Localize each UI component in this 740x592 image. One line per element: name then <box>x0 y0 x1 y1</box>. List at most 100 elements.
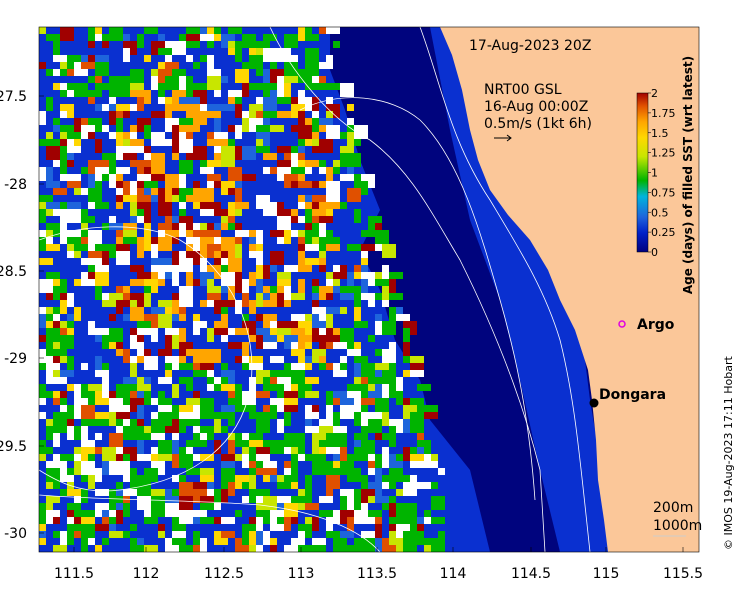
data-pixel <box>361 188 368 195</box>
data-pixel <box>361 265 368 272</box>
data-pixel <box>193 482 207 489</box>
data-pixel <box>137 237 144 251</box>
data-pixel <box>39 398 46 405</box>
data-pixel <box>263 335 277 342</box>
data-pixel <box>158 202 172 216</box>
data-pixel <box>319 181 326 188</box>
data-pixel <box>298 454 305 461</box>
data-pixel <box>179 496 193 510</box>
data-pixel <box>354 209 361 223</box>
data-pixel <box>151 27 158 34</box>
x-tick-label: 112 <box>133 566 160 582</box>
data-pixel <box>88 97 95 104</box>
data-pixel <box>389 279 396 293</box>
data-pixel <box>172 356 179 363</box>
data-pixel <box>67 160 74 167</box>
data-pixel <box>298 153 305 160</box>
data-pixel <box>60 160 67 174</box>
data-pixel <box>137 440 144 454</box>
dongara-label: Dongara <box>599 387 666 403</box>
data-pixel <box>375 482 382 496</box>
data-pixel <box>305 167 312 174</box>
data-pixel <box>158 188 165 202</box>
data-pixel <box>95 62 109 76</box>
data-pixel <box>207 412 214 419</box>
data-pixel <box>396 475 410 482</box>
data-pixel <box>95 335 102 342</box>
data-pixel <box>151 398 158 405</box>
data-pixel <box>102 391 109 398</box>
data-pixel <box>417 447 424 454</box>
data-pixel <box>249 272 256 286</box>
data-pixel <box>326 83 340 90</box>
data-pixel <box>39 510 46 524</box>
data-pixel <box>235 391 242 398</box>
data-pixel <box>298 496 312 503</box>
data-pixel <box>249 545 256 552</box>
data-pixel <box>172 69 186 76</box>
data-pixel <box>39 538 46 545</box>
data-pixel <box>319 258 326 265</box>
data-pixel <box>242 111 249 118</box>
data-pixel <box>354 321 368 328</box>
data-pixel <box>116 174 123 181</box>
data-pixel <box>81 538 88 552</box>
contour-200m <box>419 27 591 552</box>
data-pixel <box>228 27 242 34</box>
data-pixel <box>340 202 347 209</box>
data-pixel <box>403 398 410 405</box>
data-pixel <box>340 293 354 300</box>
argo-label: Argo <box>637 317 675 333</box>
data-pixel <box>396 531 403 538</box>
data-pixel <box>438 531 445 538</box>
data-pixel <box>375 510 382 517</box>
data-pixel <box>67 356 74 370</box>
data-pixel <box>277 111 291 118</box>
data-pixel <box>81 62 95 69</box>
data-pixel <box>158 223 172 230</box>
data-pixel <box>228 468 235 482</box>
data-pixel <box>39 258 53 265</box>
data-pixel <box>298 125 312 139</box>
data-pixel <box>74 405 81 419</box>
data-pixel <box>207 181 214 188</box>
data-pixel <box>81 419 95 426</box>
data-pixel <box>333 419 340 426</box>
data-pixel <box>424 412 438 419</box>
data-pixel <box>39 440 46 454</box>
data-pixel <box>172 195 179 202</box>
data-pixel <box>81 188 88 195</box>
data-pixel <box>46 447 53 454</box>
x-tick-label: 114 <box>440 566 467 582</box>
data-pixel <box>396 489 403 496</box>
data-pixel <box>116 167 130 174</box>
vector-scale-label: 0.5m/s (1kt 6h) <box>484 116 592 132</box>
data-pixel <box>130 69 144 83</box>
data-pixel <box>200 258 207 272</box>
data-pixel <box>389 433 396 447</box>
data-pixel <box>305 454 312 461</box>
data-pixel <box>340 307 347 314</box>
data-pixel <box>53 342 60 349</box>
data-pixel <box>277 202 284 216</box>
data-pixel <box>403 531 410 545</box>
data-pixel <box>39 209 46 223</box>
data-pixel <box>193 391 200 398</box>
data-pixel <box>284 286 291 293</box>
data-pixel <box>179 41 186 55</box>
data-pixel <box>179 118 193 125</box>
data-pixel <box>228 272 235 279</box>
data-pixel <box>207 55 214 69</box>
data-pixel <box>312 111 319 118</box>
data-pixel <box>200 363 214 370</box>
data-pixel <box>130 524 137 531</box>
data-pixel <box>375 377 389 384</box>
data-pixel <box>46 363 53 370</box>
data-pixel <box>256 48 263 55</box>
colorbar-tick-label: 2 <box>651 87 658 100</box>
data-pixel <box>403 328 410 342</box>
data-pixel <box>270 202 277 209</box>
data-pixel <box>60 111 67 118</box>
data-pixel <box>53 41 60 55</box>
data-pixel <box>263 412 277 419</box>
